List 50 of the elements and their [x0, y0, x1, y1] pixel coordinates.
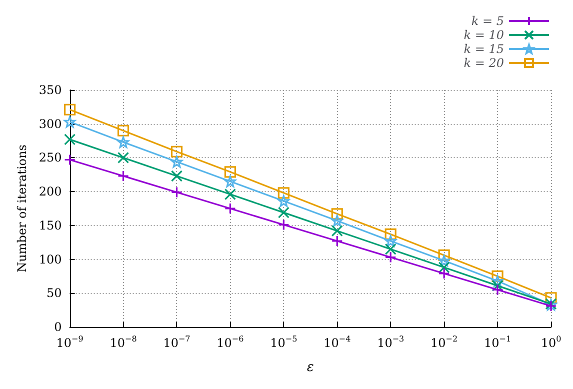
point	[331, 214, 343, 226]
point	[331, 225, 343, 237]
point	[170, 186, 183, 198]
point	[170, 170, 183, 182]
point	[117, 170, 130, 182]
legend-label: k = 10	[464, 28, 504, 42]
point	[224, 188, 236, 200]
x-axis-title: ε	[306, 360, 314, 375]
point	[384, 243, 396, 255]
point	[384, 235, 396, 247]
point	[331, 235, 343, 247]
point	[438, 249, 450, 262]
y-tick-label: 300	[38, 116, 62, 131]
y-tick-label: 150	[38, 218, 62, 232]
point	[278, 187, 290, 199]
point	[224, 166, 236, 178]
point	[117, 152, 130, 164]
y-axis-title: Number of iterations	[15, 144, 29, 272]
point	[492, 284, 504, 296]
y-tick-label: 0	[54, 320, 62, 334]
legend-label: k = 20	[464, 56, 504, 70]
point	[64, 134, 76, 146]
point	[117, 136, 130, 148]
y-tick-label: 50	[46, 286, 62, 300]
point	[331, 208, 343, 220]
point	[384, 251, 396, 264]
point	[170, 146, 183, 158]
point	[278, 218, 290, 231]
point	[64, 104, 76, 116]
point	[438, 254, 450, 266]
point	[64, 116, 76, 128]
point	[224, 202, 236, 214]
point	[492, 275, 504, 287]
point	[278, 206, 290, 218]
legend-label: k = 15	[464, 42, 504, 56]
y-tick-label: 250	[38, 150, 62, 165]
point	[64, 154, 76, 166]
point	[438, 262, 450, 274]
point	[384, 228, 396, 240]
legend-label: k = 5	[471, 14, 504, 28]
y-tick-label: 350	[38, 83, 62, 97]
point	[438, 268, 450, 280]
point	[224, 176, 236, 188]
point	[278, 195, 290, 207]
point	[492, 270, 504, 282]
point	[492, 280, 504, 292]
point	[117, 124, 130, 136]
y-tick-label: 200	[38, 184, 62, 199]
y-tick-label: 100	[38, 252, 62, 266]
point	[170, 156, 183, 168]
